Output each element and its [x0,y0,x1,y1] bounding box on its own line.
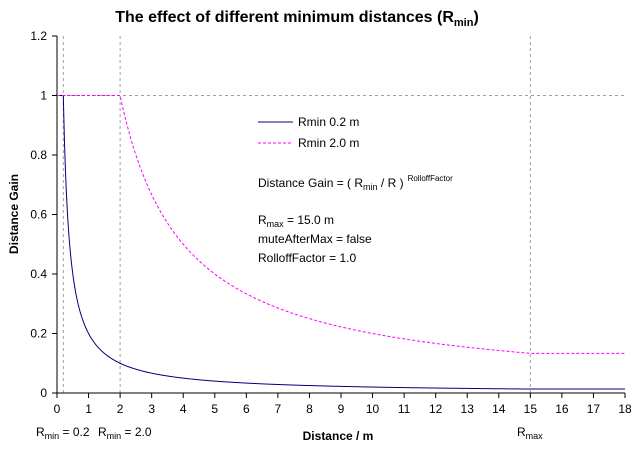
x-tick-label: 14 [492,402,506,416]
x-tick-label: 3 [148,402,155,416]
mute-annotation: muteAfterMax = false [258,232,372,246]
x-tick-label: 12 [429,402,443,416]
x-tick-label: 6 [243,402,250,416]
tick-labels: 0 1 2 3 4 5 6 7 8 9 10 11 12 13 14 15 16 17 1800.20.40.60.… [30,29,632,416]
x-tick-label: 5 [211,402,218,416]
axes [52,35,626,398]
rmax-annotation: Rmax = 15.0 m [258,213,334,229]
x-tick-label: 16 [555,402,569,416]
rolloff-annotation: RolloffFactor = 1.0 [258,251,356,265]
x-tick-label: 18 [618,402,632,416]
x-tick-label: 8 [306,402,313,416]
series-line-1 [57,95,625,354]
series-line-0 [57,95,625,390]
legend-label-rmin-2-0: Rmin 2.0 m [298,136,359,150]
x-tick-label: 9 [338,402,345,416]
rmin-0-2-marker-label: Rmin = 0.2 [36,425,90,441]
formula-annotation: Distance Gain = ( Rmin / R ) RolloffFacto… [258,174,453,192]
reference-lines [57,36,625,393]
x-tick-label: 7 [275,402,282,416]
legend-label-rmin-0-2: Rmin 0.2 m [298,115,359,129]
x-tick-label: 0 [54,402,61,416]
y-tick-label: 1.2 [30,29,47,43]
x-tick-label: 15 [524,402,538,416]
y-tick-label: 0.6 [30,208,47,222]
x-tick-label: 4 [180,402,187,416]
x-tick-label: 2 [117,402,124,416]
x-tick-label: 1 [85,402,92,416]
y-tick-label: 0.4 [30,267,47,281]
y-tick-label: 0 [40,386,47,400]
series-layer [57,95,625,390]
x-tick-label: 11 [398,402,411,416]
y-tick-label: 0.2 [30,327,47,341]
x-tick-label: 13 [461,402,475,416]
x-tick-label: 10 [366,402,380,416]
y-axis-label: Distance Gain [7,174,21,254]
y-tick-label: 0.8 [30,148,47,162]
legend: Rmin 0.2 m Rmin 2.0 m [258,115,359,150]
y-tick-label: 1 [40,89,47,103]
chart-title: The effect of different minimum distance… [115,9,479,29]
rmax-marker-label: Rmax [517,425,543,441]
x-axis-label: Distance / m [303,429,374,443]
x-tick-label: 17 [587,402,601,416]
rmin-2-0-marker-label: Rmin = 2.0 [98,425,152,441]
